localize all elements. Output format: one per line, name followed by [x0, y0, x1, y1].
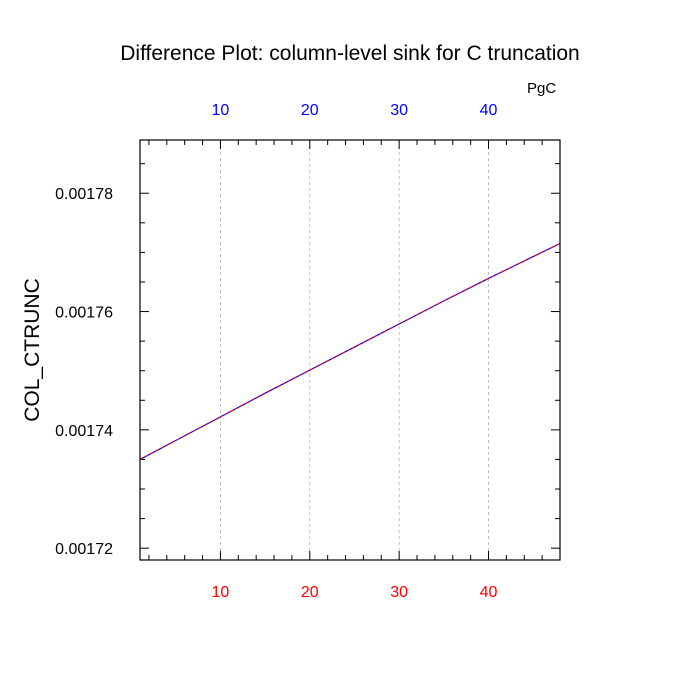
y-tick-label: 0.00176 — [55, 305, 113, 322]
chart-title: Difference Plot: column-level sink for C… — [120, 42, 580, 65]
y-tick-label: 0.00174 — [55, 423, 113, 440]
x-tick-label-bottom: 40 — [480, 584, 498, 601]
x-tick-label-top: 30 — [390, 102, 408, 119]
x-tick-label-top: 20 — [301, 102, 319, 119]
plot-frame — [139, 139, 561, 561]
x-tick-label-top: 40 — [480, 102, 498, 119]
series-line-1 — [139, 242, 561, 460]
y-tick-label: 0.00178 — [55, 186, 113, 203]
x-tick-label-bottom: 10 — [212, 584, 230, 601]
x-tick-label-bottom: 30 — [390, 584, 408, 601]
x-tick-label-top: 10 — [212, 102, 230, 119]
y-tick-label: 0.00172 — [55, 541, 113, 558]
x-tick-label-bottom: 20 — [301, 584, 319, 601]
series-line-2 — [139, 242, 561, 460]
top-axis-unit: PgC — [527, 80, 557, 97]
